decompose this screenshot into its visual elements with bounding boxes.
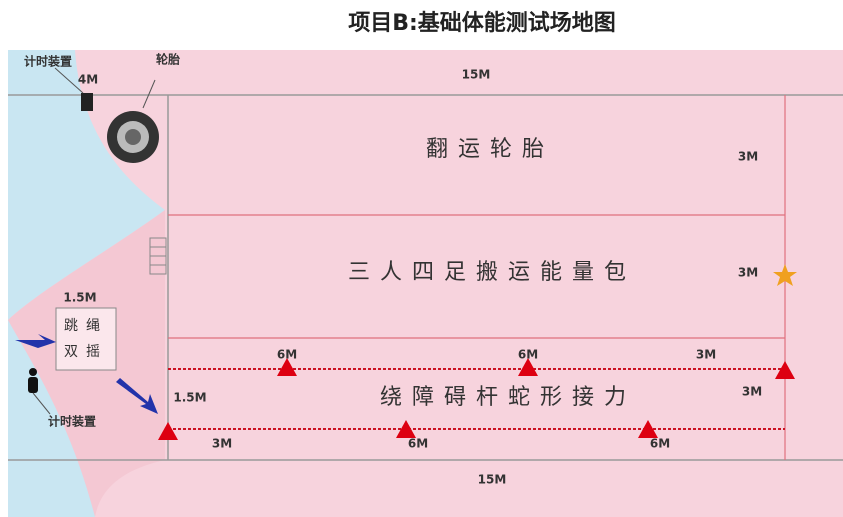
tire xyxy=(107,79,159,163)
water-bottom xyxy=(8,320,95,517)
pointer xyxy=(54,67,84,94)
label: 3M xyxy=(742,385,762,399)
rope-label: 双摇 xyxy=(64,344,108,360)
label: 计时装置 xyxy=(24,54,72,69)
label: 6M xyxy=(518,348,538,362)
label: 1.5M xyxy=(173,391,206,405)
label: 6M xyxy=(650,437,670,451)
lane-name: 翻运轮胎 xyxy=(426,137,554,162)
arrow xyxy=(116,378,158,414)
label: 6M xyxy=(408,437,428,451)
label: 轮胎 xyxy=(156,52,180,67)
relay-lines xyxy=(168,368,785,430)
label: 3M xyxy=(738,150,758,164)
person xyxy=(28,368,38,393)
title: 项目B:基础体能测试场地图 xyxy=(348,10,616,36)
label: 15M xyxy=(478,473,507,487)
label: 6M xyxy=(277,348,297,362)
arrow xyxy=(15,334,56,348)
rope-label: 跳绳 xyxy=(64,318,108,334)
label: 3M xyxy=(212,437,232,451)
ladder xyxy=(149,237,167,275)
star xyxy=(773,264,797,286)
label: 4M xyxy=(78,73,98,87)
lane-name: 三人四足搬运能量包 xyxy=(348,260,636,285)
label: 15M xyxy=(462,68,491,82)
label: 计时装置 xyxy=(48,414,96,429)
water-top xyxy=(8,50,165,320)
pointer xyxy=(32,392,51,415)
label: 3M xyxy=(738,266,758,280)
cones xyxy=(158,358,795,440)
timer-icon xyxy=(81,93,93,111)
rope-box xyxy=(55,307,117,371)
label: 1.5M xyxy=(63,291,96,305)
lane-name: 绕障碍杆蛇形接力 xyxy=(380,385,636,410)
label: 3M xyxy=(696,348,716,362)
